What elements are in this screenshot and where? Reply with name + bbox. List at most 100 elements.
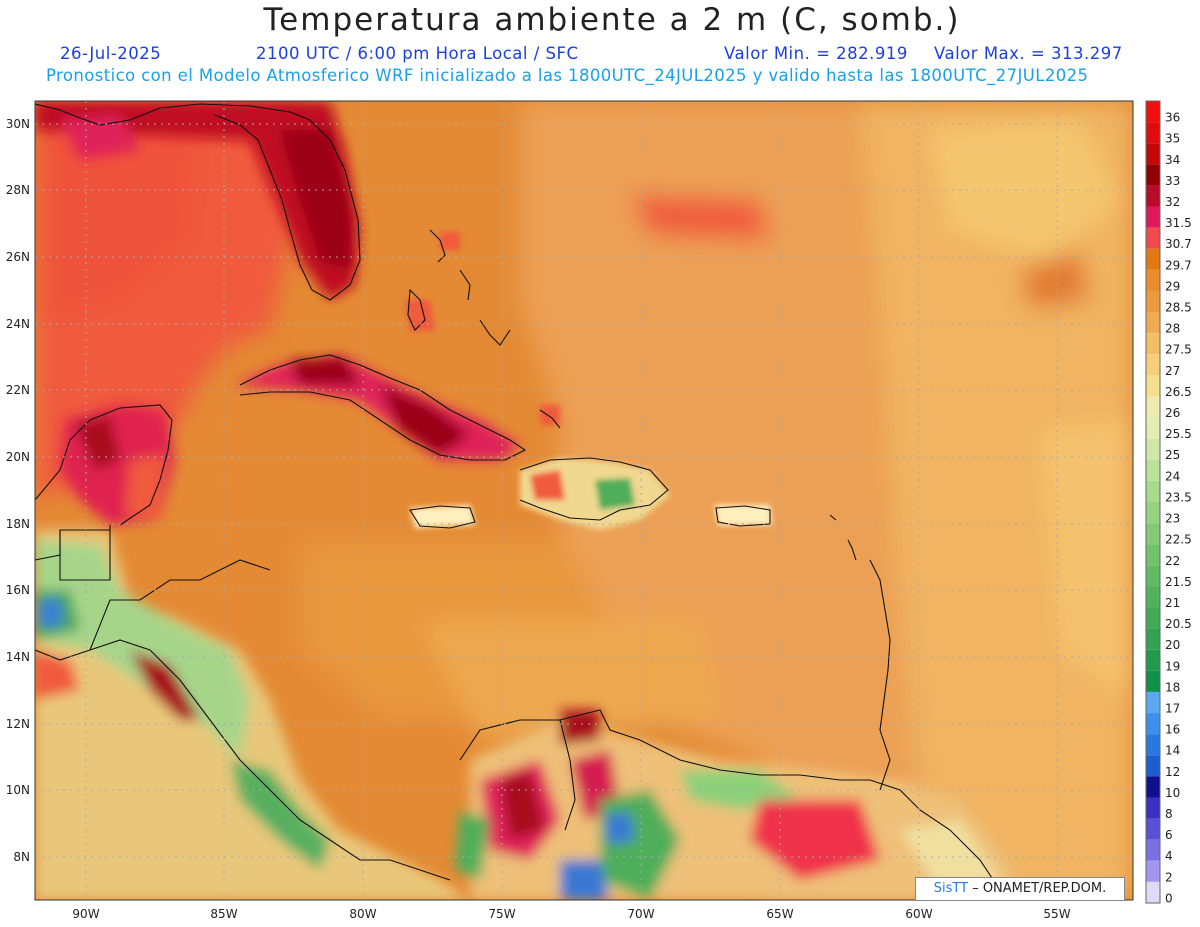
colorbar-label: 20.5 bbox=[1165, 617, 1192, 631]
colorbar-label: 6 bbox=[1165, 828, 1173, 842]
colorbar-swatch bbox=[1146, 565, 1160, 587]
colorbar-swatch bbox=[1146, 713, 1160, 735]
lon-label: 80W bbox=[349, 907, 376, 921]
colorbar-label: 25.5 bbox=[1165, 427, 1192, 441]
coastlines bbox=[35, 103, 1001, 891]
lon-label: 75W bbox=[488, 907, 515, 921]
colorbar-swatch bbox=[1146, 523, 1160, 545]
lat-label: 24N bbox=[6, 317, 30, 331]
lat-label: 8N bbox=[13, 850, 30, 864]
colorbar-swatch bbox=[1146, 269, 1160, 291]
colorbar-label: 35 bbox=[1165, 132, 1180, 146]
colorbar-label: 22.5 bbox=[1165, 533, 1192, 547]
colorbar-swatch bbox=[1146, 459, 1160, 481]
lat-label: 10N bbox=[6, 783, 30, 797]
valid-time-label: 2100 UTC / 6:00 pm Hora Local / SFC bbox=[256, 44, 579, 63]
colorbar-label: 23 bbox=[1165, 512, 1180, 526]
map-title: Temperatura ambiente a 2 m (C, somb.) bbox=[263, 2, 961, 38]
colorbar-label: 29 bbox=[1165, 279, 1180, 293]
colorbar-swatch bbox=[1146, 649, 1160, 671]
colorbar-swatch bbox=[1146, 185, 1160, 207]
colorbar-swatch bbox=[1146, 755, 1160, 777]
colorbar-swatch bbox=[1146, 586, 1160, 608]
forecast-note: Pronostico con el Modelo Atmosferico WRF… bbox=[46, 66, 1089, 85]
colorbar-label: 30.7 bbox=[1165, 237, 1192, 251]
colorbar-label: 17 bbox=[1165, 702, 1180, 716]
lon-label: 90W bbox=[72, 907, 99, 921]
colorbar-label: 23.5 bbox=[1165, 490, 1192, 504]
colorbar-swatch bbox=[1146, 881, 1160, 903]
lat-label: 16N bbox=[6, 583, 30, 597]
colorbar-swatch bbox=[1146, 670, 1160, 692]
lon-label: 55W bbox=[1043, 907, 1070, 921]
colorbar-swatch bbox=[1146, 101, 1160, 123]
colorbar-swatch bbox=[1146, 438, 1160, 460]
colorbar-label: 2 bbox=[1165, 870, 1173, 884]
colorbar-swatch bbox=[1146, 628, 1160, 650]
colorbar-label: 33 bbox=[1165, 174, 1180, 188]
colorbar-swatch bbox=[1146, 396, 1160, 418]
sistt-logo: SisTT bbox=[933, 881, 969, 896]
lat-label: 20N bbox=[6, 450, 30, 464]
colorbar-swatch bbox=[1146, 480, 1160, 502]
colorbar-label: 29.7 bbox=[1165, 258, 1192, 272]
colorbar-label: 14 bbox=[1165, 744, 1180, 758]
colorbar-label: 21.5 bbox=[1165, 575, 1192, 589]
colorbar-swatch bbox=[1146, 818, 1160, 840]
colorbar-swatch bbox=[1146, 143, 1160, 165]
colorbar-label: 36 bbox=[1165, 111, 1180, 125]
max-value-label: Valor Max. = 313.297 bbox=[934, 44, 1123, 63]
lat-label: 12N bbox=[6, 717, 30, 731]
colorbar-label: 21 bbox=[1165, 596, 1180, 610]
colorbar-label: 20 bbox=[1165, 638, 1180, 652]
lat-label: 14N bbox=[6, 650, 30, 664]
credit-org: – ONAMET/REP.DOM. bbox=[968, 881, 1107, 896]
colorbar-label: 27.5 bbox=[1165, 343, 1192, 357]
colorbar-label: 8 bbox=[1165, 807, 1173, 821]
lat-label: 28N bbox=[6, 183, 30, 197]
graticule bbox=[35, 101, 1133, 900]
colorbar-swatch bbox=[1146, 290, 1160, 313]
colorbar-swatch bbox=[1146, 776, 1160, 798]
colorbar-label: 28.5 bbox=[1165, 301, 1192, 315]
colorbar-swatch bbox=[1146, 164, 1160, 186]
colorbar-label: 34 bbox=[1165, 153, 1180, 167]
colorbar-swatch bbox=[1146, 797, 1160, 819]
colorbar-swatch bbox=[1146, 122, 1160, 144]
latitude-labels: 30N 28N 26N 24N 22N 20N 18N 16N 14N 12N … bbox=[6, 117, 30, 864]
colorbar-swatch bbox=[1146, 375, 1160, 397]
lon-label: 85W bbox=[210, 907, 237, 921]
colorbar-swatch bbox=[1146, 227, 1160, 249]
lon-label: 65W bbox=[766, 907, 793, 921]
lat-label: 30N bbox=[6, 117, 30, 131]
colorbar-label: 26 bbox=[1165, 406, 1180, 420]
colorbar-frame bbox=[1145, 100, 1161, 904]
colorbar-label: 25 bbox=[1165, 448, 1180, 462]
map-frame bbox=[34, 100, 1134, 901]
colorbar-swatch bbox=[1146, 354, 1160, 376]
colorbar-swatch bbox=[1146, 607, 1160, 629]
colorbar-swatch bbox=[1146, 248, 1160, 270]
date-label: 26-Jul-2025 bbox=[60, 44, 162, 63]
colorbar-swatch bbox=[1146, 734, 1160, 756]
colorbar-label: 31.5 bbox=[1165, 216, 1192, 230]
colorbar-label: 10 bbox=[1165, 786, 1180, 800]
colorbar-swatch bbox=[1146, 839, 1160, 861]
colorbar-swatch bbox=[1146, 333, 1160, 355]
colorbar-swatch bbox=[1146, 502, 1160, 524]
colorbar-label: 22 bbox=[1165, 554, 1180, 568]
colorbar-label: 12 bbox=[1165, 765, 1180, 779]
credit-box: SisTT – ONAMET/REP.DOM. bbox=[915, 877, 1125, 901]
colorbar-label: 26.5 bbox=[1165, 385, 1192, 399]
colorbar-swatch bbox=[1146, 206, 1160, 228]
lat-label: 18N bbox=[6, 517, 30, 531]
colorbar-label: 19 bbox=[1165, 659, 1180, 673]
temperature-field bbox=[35, 101, 1133, 900]
colorbar-swatch bbox=[1146, 860, 1160, 882]
colorbar-swatch bbox=[1146, 312, 1160, 334]
colorbar-label: 28 bbox=[1165, 322, 1180, 336]
lon-label: 70W bbox=[627, 907, 654, 921]
colorbar-label: 32 bbox=[1165, 195, 1180, 209]
lon-label: 60W bbox=[905, 907, 932, 921]
